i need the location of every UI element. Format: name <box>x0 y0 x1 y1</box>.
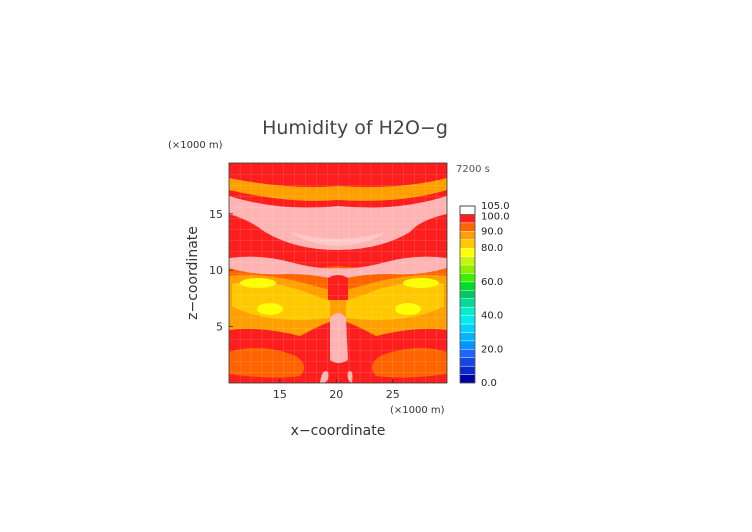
colorbar-label: 105.0 <box>481 201 510 212</box>
colorbar-label: 80.0 <box>481 243 503 254</box>
colorbar-swatch <box>459 332 476 342</box>
colorbar-swatch <box>459 256 476 266</box>
colorbar-label: 40.0 <box>481 311 503 322</box>
colorbar-top-swatch <box>459 205 476 215</box>
colorbar-swatch <box>459 298 476 308</box>
x-tick-label: 25 <box>386 388 400 401</box>
colorbar-swatch <box>459 281 476 291</box>
y-axis-ticks: 5 10 15 <box>209 208 233 334</box>
colorbar-label: 20.0 <box>481 344 503 355</box>
colorbar-swatch <box>459 231 476 240</box>
colorbar-label: 0.0 <box>481 378 497 389</box>
y-tick-label: 15 <box>209 208 223 221</box>
colorbar-swatch <box>459 264 476 274</box>
colorbar-swatch <box>459 349 476 358</box>
colorbar-swatch <box>459 247 476 257</box>
y-unit-label: (×1000 m) <box>168 140 223 151</box>
colorbar-swatch <box>459 323 476 333</box>
colorbar-swatch <box>459 306 476 316</box>
colorbar-label: 60.0 <box>481 277 503 288</box>
x-unit-label: (×1000 m) <box>390 405 445 416</box>
y-axis-title: z−coordinate <box>185 226 201 320</box>
colorbar-swatch <box>459 273 476 283</box>
plot-frame <box>228 162 448 384</box>
colorbar-frame <box>459 205 476 384</box>
x-axis-ticks: 15 20 25 <box>273 379 400 401</box>
colorbar-swatch <box>459 315 476 325</box>
colorbar-label: 100.0 <box>481 211 510 222</box>
colorbar-swatch <box>459 222 476 232</box>
colorbar-label: 90.0 <box>481 226 503 237</box>
time-label: 7200 s <box>456 164 490 175</box>
colorbar-swatch <box>459 214 476 224</box>
colorbar-swatch <box>459 365 476 375</box>
colorbar-swatch <box>459 340 476 350</box>
y-tick-label: 5 <box>216 321 223 334</box>
colorbar-swatch <box>459 239 476 249</box>
x-tick-label: 20 <box>329 388 343 401</box>
y-tick-label: 10 <box>209 264 223 277</box>
x-axis-title: x−coordinate <box>291 423 386 439</box>
colorbar-swatch <box>459 357 476 367</box>
colorbar-swatch <box>459 374 476 384</box>
grid-overlay <box>229 163 447 383</box>
plot-area <box>229 163 447 383</box>
colorbar-swatch <box>459 290 476 299</box>
chart-title: Humidity of H2O−g <box>262 117 448 139</box>
x-tick-label: 15 <box>273 388 287 401</box>
